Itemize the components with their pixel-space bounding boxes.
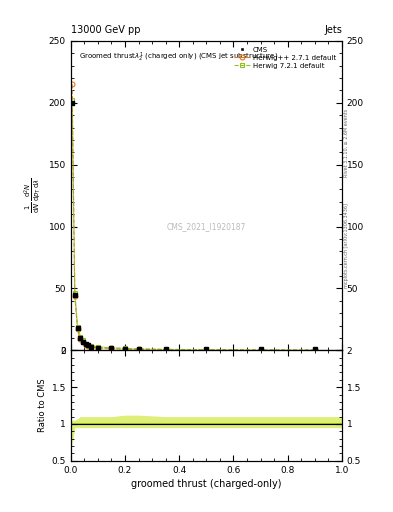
Text: 13000 GeV pp: 13000 GeV pp [71,25,140,35]
Text: CMS_2021_I1920187: CMS_2021_I1920187 [167,222,246,231]
Text: mcplots.cern.ch [arXiv:1306.3436]: mcplots.cern.ch [arXiv:1306.3436] [344,203,349,288]
Legend: CMS, Herwig++ 2.7.1 default, Herwig 7.2.1 default: CMS, Herwig++ 2.7.1 default, Herwig 7.2.… [232,45,338,71]
Y-axis label: $\frac{1}{\mathrm{d}N}\,\frac{\mathrm{d}^2N}{\mathrm{d}p_T\,\mathrm{d}\lambda}$: $\frac{1}{\mathrm{d}N}\,\frac{\mathrm{d}… [22,178,43,214]
Text: Jets: Jets [324,25,342,35]
Y-axis label: Ratio to CMS: Ratio to CMS [39,379,47,432]
Text: Groomed thrust$\lambda_{2}^{1}$ (charged only) (CMS jet substructure): Groomed thrust$\lambda_{2}^{1}$ (charged… [79,50,278,63]
Text: Rivet 3.1.10, ≥ 2.6M events: Rivet 3.1.10, ≥ 2.6M events [344,109,349,178]
X-axis label: groomed thrust (charged-only): groomed thrust (charged-only) [131,479,281,489]
